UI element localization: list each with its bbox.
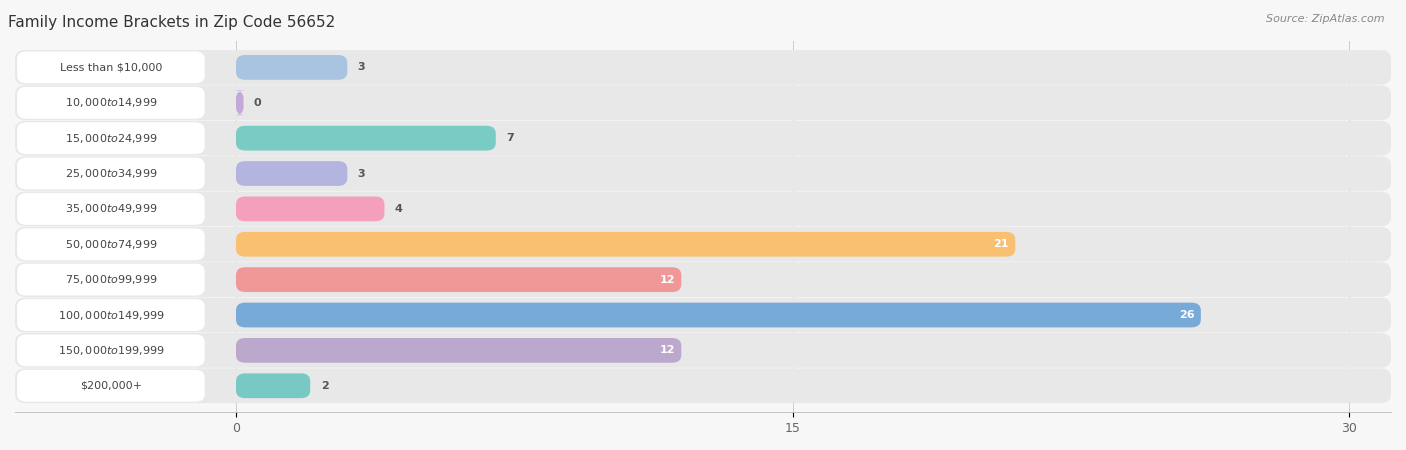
FancyBboxPatch shape [17, 264, 205, 296]
FancyBboxPatch shape [17, 334, 205, 366]
Text: $100,000 to $149,999: $100,000 to $149,999 [58, 309, 165, 321]
Text: $15,000 to $24,999: $15,000 to $24,999 [65, 132, 157, 144]
FancyBboxPatch shape [15, 50, 1391, 85]
Text: 2: 2 [321, 381, 329, 391]
FancyBboxPatch shape [15, 192, 1391, 226]
FancyBboxPatch shape [17, 158, 205, 189]
FancyBboxPatch shape [236, 55, 347, 80]
FancyBboxPatch shape [235, 90, 245, 115]
FancyBboxPatch shape [236, 232, 1015, 256]
FancyBboxPatch shape [236, 267, 682, 292]
FancyBboxPatch shape [15, 156, 1391, 191]
FancyBboxPatch shape [15, 262, 1391, 297]
Text: 4: 4 [395, 204, 402, 214]
FancyBboxPatch shape [17, 370, 205, 402]
Text: 12: 12 [659, 346, 675, 356]
FancyBboxPatch shape [15, 86, 1391, 120]
Text: $200,000+: $200,000+ [80, 381, 142, 391]
Text: Source: ZipAtlas.com: Source: ZipAtlas.com [1267, 14, 1385, 23]
FancyBboxPatch shape [15, 121, 1391, 156]
Text: 7: 7 [506, 133, 515, 143]
FancyBboxPatch shape [236, 126, 496, 151]
Text: $25,000 to $34,999: $25,000 to $34,999 [65, 167, 157, 180]
Text: 21: 21 [994, 239, 1010, 249]
FancyBboxPatch shape [236, 161, 347, 186]
Text: 26: 26 [1180, 310, 1195, 320]
FancyBboxPatch shape [17, 193, 205, 225]
FancyBboxPatch shape [15, 227, 1391, 261]
FancyBboxPatch shape [17, 299, 205, 331]
Text: $150,000 to $199,999: $150,000 to $199,999 [58, 344, 165, 357]
FancyBboxPatch shape [15, 369, 1391, 403]
FancyBboxPatch shape [15, 333, 1391, 368]
Text: 12: 12 [659, 274, 675, 285]
FancyBboxPatch shape [236, 303, 1201, 328]
FancyBboxPatch shape [17, 51, 205, 83]
Text: $75,000 to $99,999: $75,000 to $99,999 [65, 273, 157, 286]
Text: $35,000 to $49,999: $35,000 to $49,999 [65, 202, 157, 216]
FancyBboxPatch shape [17, 87, 205, 119]
Text: 3: 3 [357, 169, 366, 179]
Text: $10,000 to $14,999: $10,000 to $14,999 [65, 96, 157, 109]
FancyBboxPatch shape [17, 122, 205, 154]
FancyBboxPatch shape [17, 228, 205, 260]
FancyBboxPatch shape [15, 298, 1391, 333]
Text: Family Income Brackets in Zip Code 56652: Family Income Brackets in Zip Code 56652 [8, 15, 336, 30]
Text: $50,000 to $74,999: $50,000 to $74,999 [65, 238, 157, 251]
FancyBboxPatch shape [236, 374, 311, 398]
FancyBboxPatch shape [236, 338, 682, 363]
Text: Less than $10,000: Less than $10,000 [59, 63, 162, 72]
Text: 0: 0 [254, 98, 262, 108]
FancyBboxPatch shape [236, 197, 384, 221]
Text: 3: 3 [357, 63, 366, 72]
